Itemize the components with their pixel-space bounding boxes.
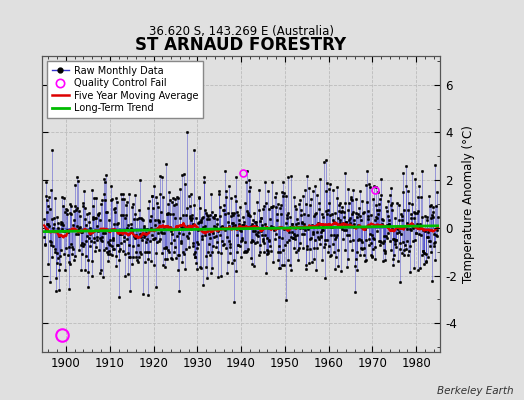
Text: Berkeley Earth: Berkeley Earth [437, 386, 514, 396]
Legend: Raw Monthly Data, Quality Control Fail, Five Year Moving Average, Long-Term Tren: Raw Monthly Data, Quality Control Fail, … [47, 61, 203, 118]
Y-axis label: Temperature Anomaly (°C): Temperature Anomaly (°C) [463, 125, 475, 283]
Text: 36.620 S, 143.269 E (Australia): 36.620 S, 143.269 E (Australia) [148, 25, 334, 38]
Title: ST ARNAUD FORESTRY: ST ARNAUD FORESTRY [136, 36, 346, 54]
